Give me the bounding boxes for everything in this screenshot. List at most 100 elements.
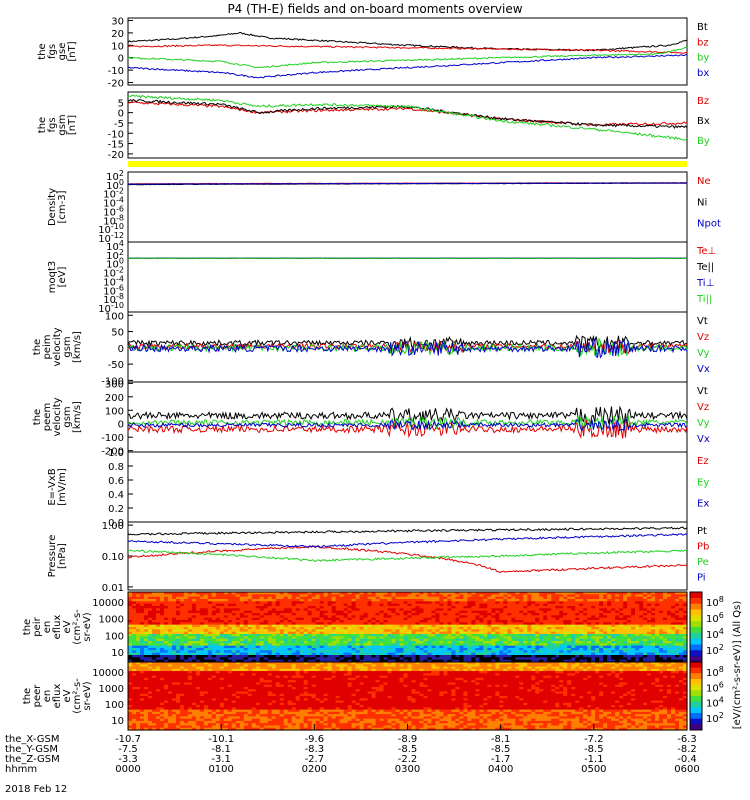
spec-cell-peir_spec bbox=[471, 615, 476, 619]
spec-cell-peir_spec bbox=[531, 650, 536, 654]
spec-cell-peir_spec bbox=[411, 592, 417, 595]
spec-cell-peir_spec bbox=[539, 641, 544, 644]
spec-cell-peir_spec bbox=[503, 592, 508, 595]
spec-cell-peer_spec bbox=[363, 662, 369, 665]
spec-cell-peir_spec bbox=[155, 655, 161, 658]
ytick-label-fgs_gse: 20 bbox=[111, 29, 124, 40]
spec-cell-peir_spec bbox=[435, 596, 441, 600]
ytick-label-fgs_gsm: -20 bbox=[108, 150, 124, 161]
spec-cell-peir_spec bbox=[671, 652, 676, 656]
spec-cell-peir_spec bbox=[659, 606, 664, 609]
spec-cell-peir_spec bbox=[459, 610, 464, 614]
spec-cell-peir_spec bbox=[435, 645, 441, 649]
spec-cell-peir_spec bbox=[163, 627, 169, 630]
spec-cell-peir_spec bbox=[551, 606, 556, 609]
spec-cell-peir_spec bbox=[359, 617, 365, 621]
spec-cell-peir_spec bbox=[603, 641, 608, 644]
spec-cell-peir_spec bbox=[607, 634, 612, 637]
spec-cell-peir_spec bbox=[639, 648, 644, 651]
spec-cell-peir_spec bbox=[291, 608, 297, 612]
spec-cell-peir_spec bbox=[467, 638, 472, 642]
spec-cell-peir_spec bbox=[603, 620, 608, 623]
spec-cell-peir_spec bbox=[167, 638, 173, 642]
spec-cell-peir_spec bbox=[367, 596, 373, 600]
spec-cell-peir_spec bbox=[311, 615, 317, 619]
spec-cell-peir_spec bbox=[643, 608, 648, 612]
spec-cell-peir_spec bbox=[423, 634, 429, 637]
spec-cell-peir_spec bbox=[179, 643, 185, 647]
spec-cell-peer_spec bbox=[647, 664, 652, 668]
spec-cell-peir_spec bbox=[279, 617, 285, 621]
spec-cell-peer_spec bbox=[427, 666, 433, 670]
spec-cell-peir_spec bbox=[555, 622, 560, 626]
spec-cell-peir_spec bbox=[503, 624, 508, 628]
spec-cell-peir_spec bbox=[459, 622, 464, 626]
spec-cell-peir_spec bbox=[583, 603, 588, 607]
spec-cell-peir_spec bbox=[503, 617, 508, 621]
spec-cell-peer_spec bbox=[355, 664, 361, 668]
spec-cell-peir_spec bbox=[323, 606, 329, 609]
spec-cell-peir_spec bbox=[411, 624, 417, 628]
spec-cell-peir_spec bbox=[495, 648, 500, 651]
spec-cell-peer_spec bbox=[247, 662, 253, 665]
spec-cell-peir_spec bbox=[239, 599, 245, 602]
spec-cell-peer_spec bbox=[627, 662, 632, 665]
spec-cell-peir_spec bbox=[143, 629, 149, 633]
spec-cell-peir_spec bbox=[423, 657, 429, 661]
spec-cell-peir_spec bbox=[175, 650, 181, 654]
spec-cell-peir_spec bbox=[419, 627, 425, 630]
spec-cell-peir_spec bbox=[155, 606, 161, 609]
spec-cell-peir_spec bbox=[667, 620, 672, 623]
spec-cell-peer_spec bbox=[207, 668, 213, 672]
spec-cell-peir_spec bbox=[667, 631, 672, 635]
spec-cell-peir_spec bbox=[367, 601, 373, 605]
spec-cell-peir_spec bbox=[487, 603, 492, 607]
spec-cell-peir_spec bbox=[323, 641, 329, 644]
spec-cell-peer_spec bbox=[615, 664, 620, 668]
spec-cell-peir_spec bbox=[395, 648, 401, 651]
spec-cell-peir_spec bbox=[199, 622, 205, 626]
spec-cell-peir_spec bbox=[259, 606, 265, 609]
spec-cell-peir_spec bbox=[427, 601, 433, 605]
spec-cell-peir_spec bbox=[351, 645, 357, 649]
spec-cell-peir_spec bbox=[375, 643, 381, 647]
spec-cell-peir_spec bbox=[359, 596, 365, 600]
spec-cell-peer_spec bbox=[335, 666, 341, 670]
spec-cell-peer_spec bbox=[307, 668, 313, 672]
spec-cell-peir_spec bbox=[455, 606, 460, 609]
spec-cell-peir_spec bbox=[215, 634, 221, 637]
spec-cell-peer_spec bbox=[419, 668, 425, 672]
spec-cell-peir_spec bbox=[507, 659, 512, 663]
spec-cell-peir_spec bbox=[619, 641, 624, 644]
spec-cell-peir_spec bbox=[323, 596, 329, 600]
spec-cell-peer_spec bbox=[327, 668, 333, 672]
series-fgs_gse-by bbox=[127, 46, 688, 69]
spec-cell-peir_spec bbox=[507, 652, 512, 656]
spec-cell-peir_spec bbox=[235, 650, 241, 654]
spec-cell-peir_spec bbox=[343, 613, 349, 616]
spec-cell-peir_spec bbox=[203, 601, 209, 605]
spec-cell-peir_spec bbox=[671, 617, 676, 621]
spec-cell-peir_spec bbox=[491, 599, 496, 602]
spec-cell-peir_spec bbox=[179, 606, 185, 609]
spec-cell-peir_spec bbox=[431, 603, 437, 607]
spec-cell-peir_spec bbox=[535, 638, 540, 642]
spec-cell-peir_spec bbox=[215, 596, 221, 600]
spec-cell-peir_spec bbox=[663, 631, 668, 635]
spec-cell-peir_spec bbox=[443, 601, 449, 605]
ytick-label-peir_spec: 10000 bbox=[92, 598, 124, 609]
spec-cell-peir_spec bbox=[299, 645, 305, 649]
spec-cell-peir_spec bbox=[187, 608, 193, 612]
spec-cell-peir_spec bbox=[247, 641, 253, 644]
spec-cell-peir_spec bbox=[267, 643, 273, 647]
spec-cell-peir_spec bbox=[163, 608, 169, 612]
spec-cell-peir_spec bbox=[503, 613, 508, 616]
spec-cell-peir_spec bbox=[223, 643, 229, 647]
spec-cell-peir_spec bbox=[583, 610, 588, 614]
spec-cell-peir_spec bbox=[227, 603, 233, 607]
spec-cell-peir_spec bbox=[431, 648, 437, 651]
spec-cell-peir_spec bbox=[331, 638, 337, 642]
spec-cell-peer_spec bbox=[243, 662, 249, 665]
spec-cell-peir_spec bbox=[299, 606, 305, 609]
spec-cell-peir_spec bbox=[315, 659, 321, 663]
